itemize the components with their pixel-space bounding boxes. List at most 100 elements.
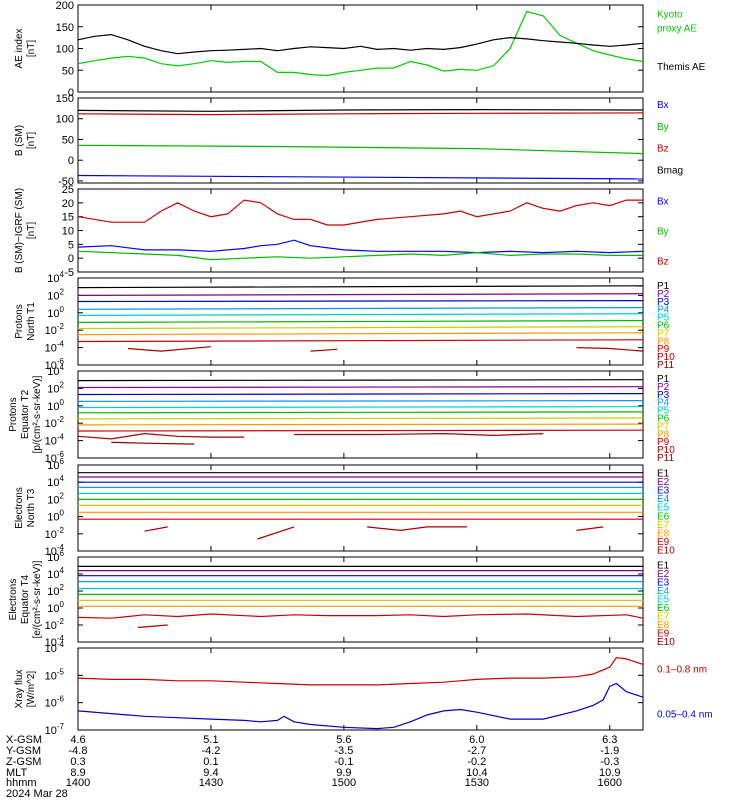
y-tick-label: 100 bbox=[56, 114, 74, 126]
legend-entry: E3 bbox=[657, 577, 670, 588]
legend-entry: P4 bbox=[657, 305, 670, 316]
ephemeris-value: 5.6 bbox=[336, 734, 351, 746]
legend-entry: P10 bbox=[657, 352, 675, 363]
legend-entry: P7 bbox=[657, 421, 670, 432]
y-tick-exponent: -2 bbox=[57, 415, 65, 424]
panel-3: -5 0 510 15 20 25 B (SM)−IGRF (SM) [nT] Bx By Bz bbox=[14, 184, 669, 279]
series-line-p9 bbox=[77, 429, 644, 432]
y-tick-label: 104 bbox=[47, 363, 64, 378]
legend-entry: proxy AE bbox=[657, 24, 697, 35]
legend-entry: P7 bbox=[657, 328, 670, 339]
y-tick-exponent: -6 bbox=[57, 450, 65, 459]
y-tick-exponent: -4 bbox=[57, 634, 65, 643]
y-tick-exponent: -4 bbox=[57, 340, 65, 349]
series-line-p2 bbox=[77, 293, 644, 296]
legend-entry: P3 bbox=[657, 390, 670, 401]
y-tick-label: 25 bbox=[62, 184, 74, 196]
y-tick-label: 10-2 bbox=[45, 322, 65, 337]
y-axis-label: North T3 bbox=[26, 488, 37, 527]
partial-series-segment bbox=[144, 526, 168, 532]
ephemeris-row-label: hhmm bbox=[6, 777, 37, 789]
y-tick-label: 100 bbox=[56, 44, 74, 56]
ephemeris-table: X-GSM 4.6 5.1 5.6 6.0 6.3 Y-GSM -4.8 -4.2 -3.5 -2.… bbox=[6, 734, 622, 800]
series-line-bz bbox=[77, 199, 643, 226]
y-tick-label: 102 bbox=[47, 287, 64, 302]
y-tick-exponent: 2 bbox=[60, 583, 65, 592]
y-tick-exponent: 2 bbox=[60, 380, 65, 389]
y-axis-label: [nT] bbox=[26, 132, 37, 149]
y-tick-label: 102 bbox=[47, 380, 64, 395]
panel-1: 0 50 100 150 200 AE index [nT] Kyoto proxy AE The… bbox=[14, 0, 706, 99]
partial-series-segment bbox=[367, 526, 467, 532]
partial-series-segment bbox=[77, 432, 245, 440]
legend-entry: Bz bbox=[657, 143, 669, 154]
series-line-kyoto-proxy-ae bbox=[77, 10, 644, 77]
y-tick-label: 104 bbox=[47, 270, 64, 285]
date-label: 2024 Mar 28 bbox=[6, 788, 68, 800]
y-tick-label: 150 bbox=[56, 22, 74, 34]
y-tick-exponent: -7 bbox=[57, 722, 65, 731]
partial-series-segment bbox=[127, 346, 211, 352]
y-axis-label: [e/(cm²-s-sr-keV)] bbox=[32, 560, 43, 638]
y-tick-exponent: 0 bbox=[60, 600, 65, 609]
y-tick-exponent: 4 bbox=[60, 363, 65, 372]
panel-frame bbox=[77, 556, 644, 643]
panel-2: -50 0 50 100 150 B (SM) [nT] Bx By Bz Bmag bbox=[14, 93, 683, 188]
y-tick-exponent: 2 bbox=[60, 491, 65, 500]
y-tick-label: 10-4 bbox=[45, 340, 65, 355]
legend-entry: E2 bbox=[657, 477, 670, 488]
panel-frame bbox=[77, 97, 644, 184]
series-line-bx bbox=[77, 174, 644, 180]
legend-entry: P3 bbox=[657, 297, 670, 308]
y-tick-label: 100 bbox=[47, 398, 64, 413]
y-axis-label: [nT] bbox=[26, 40, 37, 57]
ephemeris-value: -3.5 bbox=[334, 745, 353, 757]
legend-entry: E5 bbox=[657, 594, 670, 605]
y-tick-exponent: -4 bbox=[57, 640, 65, 649]
legend-entry: P6 bbox=[657, 414, 670, 425]
legend-entry: E3 bbox=[657, 486, 670, 497]
partial-series-segment bbox=[294, 432, 544, 437]
y-axis-label: B (SM)−IGRF (SM) bbox=[14, 188, 25, 273]
series-line-p7 bbox=[77, 417, 644, 420]
y-tick-label: 100 bbox=[47, 600, 64, 615]
y-axis-label: [W/m^2] bbox=[26, 671, 37, 708]
ephemeris-value: 5.1 bbox=[203, 734, 218, 746]
y-axis-label: [p/(cm²-s-sr-keV)] bbox=[32, 375, 43, 453]
panel-frame bbox=[77, 188, 644, 273]
series-line-p4 bbox=[77, 400, 644, 402]
y-tick-label: 106 bbox=[47, 549, 64, 564]
legend-entry: Bx bbox=[657, 197, 669, 208]
legend-entry: E10 bbox=[657, 637, 675, 648]
legend-entry: 0.1–0.8 nm bbox=[657, 665, 707, 676]
series-line-by bbox=[77, 250, 643, 261]
y-tick-exponent: -6 bbox=[57, 695, 65, 704]
y-tick-label: 10-5 bbox=[45, 667, 65, 682]
legend-entry: P2 bbox=[657, 289, 670, 300]
series-line-p3 bbox=[77, 393, 644, 396]
legend-entry: E10 bbox=[657, 546, 675, 557]
legend-entry: Kyoto bbox=[657, 10, 683, 21]
y-tick-label: 104 bbox=[47, 566, 64, 581]
legend-entry: P9 bbox=[657, 344, 670, 355]
y-axis-label: AE index bbox=[14, 28, 25, 68]
y-tick-label: 10-2 bbox=[45, 617, 65, 632]
y-tick-label: 50 bbox=[62, 134, 74, 146]
y-tick-label: -50 bbox=[58, 176, 74, 188]
y-tick-exponent: 0 bbox=[60, 509, 65, 518]
ephemeris-value: -0.2 bbox=[467, 756, 486, 768]
y-tick-exponent: -6 bbox=[57, 357, 65, 366]
series-line-e9 bbox=[77, 613, 644, 619]
y-tick-exponent: 6 bbox=[60, 457, 65, 466]
y-tick-label: 10-2 bbox=[45, 526, 65, 541]
partial-series-segment bbox=[576, 347, 644, 352]
y-tick-exponent: 0 bbox=[60, 398, 65, 407]
y-tick-label: 10-7 bbox=[45, 722, 65, 737]
series-line-p6 bbox=[77, 411, 644, 414]
ephemeris-value: -2.7 bbox=[467, 745, 486, 757]
ephemeris-value: 6.3 bbox=[602, 734, 617, 746]
ephemeris-value: -0.1 bbox=[334, 756, 353, 768]
y-tick-label: 15 bbox=[62, 212, 74, 224]
legend-entry: E8 bbox=[657, 620, 670, 631]
